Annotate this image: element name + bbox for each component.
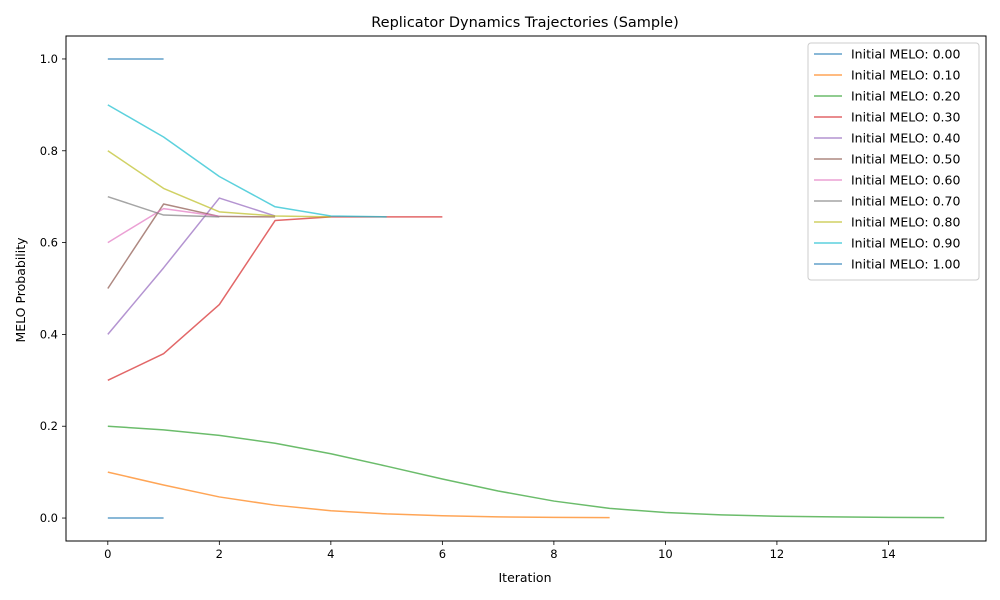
legend-entry-label: Initial MELO: 0.80 [851, 215, 960, 230]
y-tick-label: 0.2 [40, 419, 58, 433]
x-tick-label: 0 [104, 547, 111, 561]
y-axis: 0.0 0.2 0.4 0.6 0.8 1.0 [40, 52, 66, 525]
x-axis-label: Iteration [498, 570, 551, 585]
x-tick-label: 4 [327, 547, 334, 561]
x-axis: 0 2 4 6 8 10 12 14 [104, 541, 896, 561]
y-tick-label: 0.8 [40, 144, 58, 158]
legend-entry-label: Initial MELO: 0.60 [851, 173, 960, 188]
series-line-7 [107, 195, 220, 218]
series-line-9 [107, 104, 387, 218]
legend-entry-label: Initial MELO: 0.50 [851, 152, 960, 167]
legend: Initial MELO: 0.00 Initial MELO: 0.10 Init… [807, 42, 980, 281]
series-line-6 [107, 207, 220, 244]
legend-entry-label: Initial MELO: 0.30 [851, 110, 960, 125]
x-tick-label: 8 [550, 547, 557, 561]
plot-area [107, 58, 945, 519]
y-tick-label: 0.0 [40, 511, 58, 525]
legend-entry-label: Initial MELO: 0.90 [851, 236, 960, 251]
series-line-1 [107, 471, 610, 519]
y-tick-label: 0.4 [40, 327, 58, 341]
legend-entry-label: Initial MELO: 0.20 [851, 89, 960, 104]
legend-entry-label: Initial MELO: 0.70 [851, 194, 960, 209]
legend-frame [807, 42, 980, 281]
x-tick-label: 2 [216, 547, 223, 561]
series-line-8 [107, 150, 331, 218]
legend-entry-label: Initial MELO: 0.00 [851, 47, 960, 62]
series-line-4 [107, 197, 276, 335]
legend-entry-label: Initial MELO: 1.00 [851, 257, 960, 272]
x-tick-label: 12 [770, 547, 785, 561]
chart-title: Replicator Dynamics Trajectories (Sample… [371, 15, 679, 31]
legend-entry-label: Initial MELO: 0.40 [851, 131, 960, 146]
y-tick-label: 0.6 [40, 236, 58, 250]
y-tick-label: 1.0 [40, 52, 58, 66]
series-line-2 [107, 425, 945, 519]
x-tick-label: 10 [658, 547, 673, 561]
legend-entry-label: Initial MELO: 0.10 [851, 68, 960, 83]
x-tick-label: 6 [439, 547, 446, 561]
y-axis-label: MELO Probability [13, 237, 28, 343]
series-line-3 [107, 216, 443, 381]
plot-frame [65, 35, 987, 542]
series-line-5 [107, 203, 276, 289]
x-tick-label: 14 [881, 547, 896, 561]
